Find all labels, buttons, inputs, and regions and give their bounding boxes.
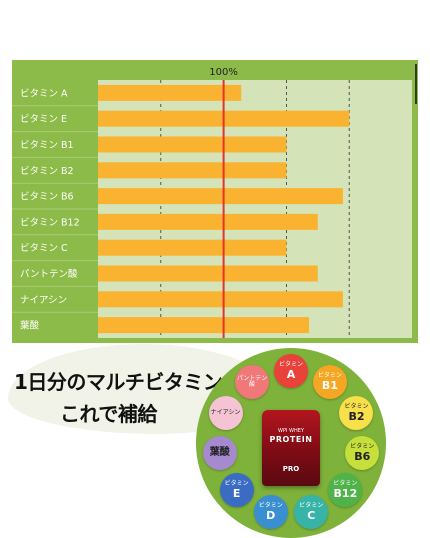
vitamin-badge-3: ビタミン B6 [345, 436, 380, 471]
vitamin-badge-top: ビタミン [224, 480, 249, 488]
category-label-9: 葉酸 [20, 320, 40, 332]
scroll-indicator [415, 64, 417, 104]
vitamin-badge-name: B12 [333, 487, 358, 501]
category-label-5: ビタミン B12 [20, 217, 80, 228]
category-label-3: ビタミン B2 [20, 166, 74, 177]
bar-4 [98, 188, 343, 205]
category-label-4: ビタミン B6 [20, 192, 74, 203]
vitamin-badge-2: ビタミン B2 [339, 396, 374, 431]
vitamin-badge-name: B1 [321, 379, 338, 393]
vitamin-badge-name: B6 [354, 450, 371, 464]
vitamin-badge-name: C [307, 509, 316, 523]
bar-7 [98, 265, 318, 282]
category-label-1: ビタミン E [20, 114, 67, 125]
bar-9 [98, 317, 310, 334]
product-line-2: PROTEIN [269, 435, 313, 444]
vitamin-badge-top: ナイアシン [210, 409, 241, 417]
vitamin-badge-8: 葉酸 [202, 436, 237, 471]
protein-product-image: WPI WHEY PROTEIN PRO [262, 410, 320, 486]
vitamin-badge-top: ビタミン [333, 480, 358, 488]
bar-3 [98, 162, 287, 179]
vitamin-chart-panel: ビタミン A ビタミン E ビタミン B1 ビタミン B2 ビタミン B6 ビタミン B1… [12, 60, 418, 343]
bar-8 [98, 291, 343, 308]
category-label-7: パントテン酸 [20, 268, 78, 280]
vitamin-badge-top: ビタミン [344, 403, 369, 411]
vitamin-badge-top: ビタミン [278, 361, 303, 368]
vitamin-badge-top: ビタミン [258, 502, 283, 510]
vitamin-badge-9: ナイアシン [208, 396, 243, 431]
vitamin-bar-chart: ビタミン A ビタミン E ビタミン B1 ビタミン B2 ビタミン B6 ビタミン B1… [12, 64, 417, 338]
vitamin-badge-name: 葉酸 [209, 447, 230, 459]
vitamin-badge-top: ビタミン [317, 372, 342, 380]
category-label-8: ナイアシン [20, 295, 67, 306]
bar-6 [98, 239, 287, 256]
vitamin-badge-top: ビタミン [350, 443, 375, 451]
bar-0 [98, 84, 242, 101]
vitamin-badge-7: ビタミン E [219, 473, 254, 508]
vitamin-badge-top: パントテン酸 [236, 375, 268, 389]
vitamin-badge-name: B2 [348, 410, 365, 424]
reference-label: 100% [209, 67, 238, 78]
vitamin-badge-1: ビタミン B1 [312, 365, 347, 400]
vitamin-badge-name: A [286, 368, 296, 381]
category-label-6: ビタミン C [20, 243, 68, 254]
vitamin-badge-top: ビタミン [299, 502, 324, 510]
bar-2 [98, 136, 287, 153]
vitamin-badge-5: ビタミン C [294, 495, 329, 530]
slogan-line-1: 1日分のマルチビタミン [14, 370, 223, 394]
product-line-3: PRO [282, 465, 300, 473]
vitamin-badge-6: ビタミン D [253, 495, 288, 530]
vitamin-badge-0: ビタミン A [274, 354, 308, 388]
category-label-0: ビタミン A [20, 88, 68, 99]
slogan-line-2: これで補給 [60, 402, 157, 426]
vitamin-badge-name: D [266, 509, 276, 523]
product-line-1: WPI WHEY [278, 428, 304, 434]
bar-5 [98, 213, 318, 230]
vitamin-badge-10: パントテン酸 [235, 365, 270, 400]
vitamin-badge-4: ビタミン B12 [328, 473, 363, 508]
category-label-2: ビタミン B1 [20, 140, 74, 151]
vitamin-badge-name: E [232, 487, 241, 501]
